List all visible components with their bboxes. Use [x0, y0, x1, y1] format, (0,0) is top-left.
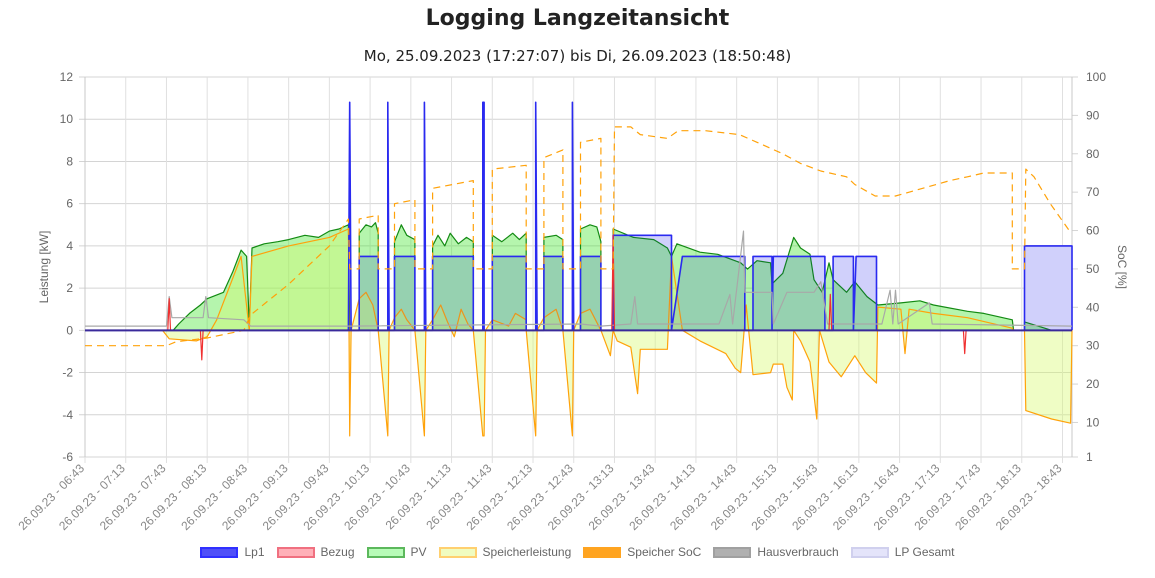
legend-item[interactable]: PV — [366, 545, 427, 559]
y2-tick-label: 1 — [1086, 450, 1093, 464]
legend-item[interactable]: Hausverbrauch — [713, 545, 839, 559]
legend-item[interactable]: Lp1 — [200, 545, 265, 559]
y2-tick-label: 80 — [1086, 147, 1100, 161]
y-tick-label: 2 — [66, 281, 73, 295]
legend-label: LP Gesamt — [894, 545, 955, 559]
legend-label: PV — [410, 545, 427, 559]
legend-label: Bezug — [320, 545, 355, 559]
y-tick-label: -4 — [62, 408, 73, 422]
legend-swatch — [850, 546, 889, 558]
legend-label: Lp1 — [244, 545, 265, 559]
y2-tick-label: 10 — [1086, 415, 1100, 429]
series-line-hausverbrauch — [85, 230, 1073, 327]
chart-title: Logging Langzeitansicht — [425, 6, 730, 31]
y2-axis-label: SoC [%] — [1115, 245, 1129, 289]
legend-swatch — [366, 546, 405, 558]
y-tick-label: -2 — [62, 366, 73, 380]
y-tick-label: 10 — [60, 112, 74, 126]
chart-subtitle: Mo, 25.09.2023 (17:27:07) bis Di, 26.09.… — [363, 47, 792, 65]
y2-tick-label: 30 — [1086, 339, 1100, 353]
legend-item[interactable]: Speicherleistung — [438, 545, 572, 559]
y-tick-label: 12 — [60, 70, 74, 84]
y-tick-label: -6 — [62, 450, 73, 464]
series-line-bezug — [85, 234, 1072, 361]
legend-item[interactable]: Speicher SoC — [583, 545, 701, 559]
legend-item[interactable]: Bezug — [276, 545, 355, 559]
legend-swatch — [713, 546, 752, 558]
legend-label: Speicher SoC — [627, 545, 702, 559]
y2-tick-label: 100 — [1086, 70, 1106, 84]
y-tick-label: 6 — [66, 197, 73, 211]
legend-swatch — [200, 546, 239, 558]
series-area-speicherleistung — [85, 229, 1072, 436]
y-tick-label: 4 — [66, 239, 73, 253]
y-tick-label: 0 — [66, 323, 73, 337]
legend-swatch — [438, 546, 477, 558]
y2-tick-label: 40 — [1086, 300, 1100, 314]
chart-plot: -6-4-2024681012110203040506070809010026.… — [15, 70, 1129, 533]
y-axis-label: Leistung [kW] — [37, 231, 51, 304]
y-tick-label: 8 — [66, 154, 73, 168]
series-line-speicher-soc — [85, 126, 1072, 347]
legend-label: Hausverbrauch — [757, 545, 839, 559]
legend-label: Speicherleistung — [482, 545, 572, 559]
legend-swatch — [276, 546, 315, 558]
y2-tick-label: 70 — [1086, 185, 1100, 199]
legend-swatch — [583, 546, 622, 558]
legend-item[interactable]: LP Gesamt — [850, 545, 955, 559]
y2-tick-label: 90 — [1086, 108, 1100, 122]
series-line-speicherleistung — [85, 228, 1073, 437]
y2-tick-label: 50 — [1086, 262, 1100, 276]
y2-tick-label: 20 — [1086, 377, 1100, 391]
y2-tick-label: 60 — [1086, 224, 1100, 238]
chart-legend: Lp1 Bezug PV Speicherleistung Speicher SoC Ha… — [0, 545, 1155, 559]
